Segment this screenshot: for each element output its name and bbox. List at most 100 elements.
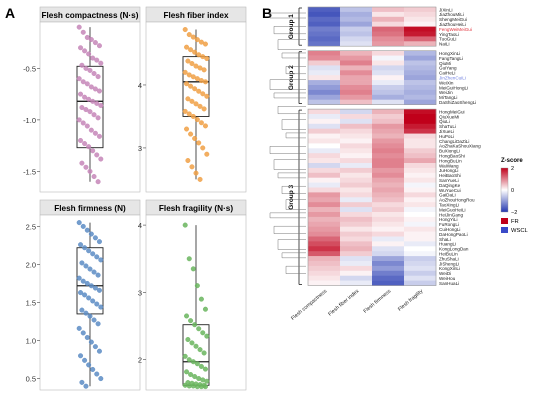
column-label: Flesh compactness bbox=[290, 288, 328, 322]
heatmap-cell bbox=[372, 60, 405, 66]
data-point bbox=[197, 347, 203, 353]
heatmap-cell bbox=[308, 265, 341, 272]
heatmap-cell bbox=[308, 133, 341, 139]
row-label: HeiBaoShi bbox=[439, 173, 461, 178]
data-point bbox=[189, 61, 195, 67]
column-label: Flesh fragility bbox=[397, 288, 425, 312]
y-tick-label: -1.5 bbox=[23, 167, 36, 176]
data-point bbox=[202, 366, 208, 372]
legend-title: Z-score bbox=[501, 158, 523, 164]
dendrogram-branch bbox=[277, 106, 306, 115]
boxplot-compactness: Flesh compactness (N·s) -1.5 -1.0 -0.5 bbox=[23, 6, 141, 193]
heatmap-cell bbox=[372, 192, 405, 198]
heatmap-cell bbox=[404, 138, 437, 144]
heatmap-cell bbox=[372, 41, 405, 47]
data-point bbox=[94, 57, 100, 63]
row-label: QiuMi bbox=[439, 61, 451, 66]
heatmap-cell bbox=[372, 216, 405, 223]
data-point bbox=[84, 335, 90, 341]
heatmap-cell bbox=[372, 70, 405, 76]
heatmap-cell bbox=[340, 114, 373, 120]
data-point bbox=[186, 256, 192, 262]
heatmap-cell bbox=[340, 60, 373, 66]
data-point bbox=[98, 156, 104, 162]
heatmap-cell bbox=[308, 261, 341, 267]
data-point bbox=[197, 65, 203, 71]
heatmap-cell bbox=[404, 31, 437, 37]
heatmap-cell bbox=[308, 143, 341, 149]
data-point bbox=[94, 152, 100, 158]
data-point bbox=[189, 340, 195, 346]
row-label: ShengMeiGui bbox=[439, 17, 467, 22]
data-point bbox=[197, 176, 203, 182]
dendrogram-branch bbox=[269, 12, 306, 19]
row-label: BuXiongLi bbox=[439, 149, 460, 154]
panel-title: Flesh fragility (N·s) bbox=[159, 204, 233, 213]
data-point bbox=[94, 254, 100, 260]
dendrogram-branch bbox=[273, 26, 306, 35]
data-point bbox=[194, 76, 200, 82]
heatmap-cell bbox=[340, 256, 373, 262]
row-label: HongBaoShi bbox=[439, 154, 465, 159]
data-point bbox=[186, 72, 192, 78]
data-point bbox=[91, 317, 97, 323]
row-label: ShaLi bbox=[439, 237, 451, 242]
panel-title: Flesh firmness (N) bbox=[54, 204, 126, 213]
heatmap-cell bbox=[308, 167, 341, 174]
row-label: HeiJinGang bbox=[439, 212, 463, 217]
data-point bbox=[193, 101, 199, 107]
heatmap-cell bbox=[404, 261, 437, 267]
heatmap-cell bbox=[340, 226, 373, 232]
data-point bbox=[202, 384, 208, 390]
data-point bbox=[192, 322, 198, 328]
data-point bbox=[76, 24, 82, 30]
data-point bbox=[182, 382, 188, 388]
row-label: JiaZhouHeiLi bbox=[439, 22, 466, 27]
column-label: Flesh firmness bbox=[363, 288, 393, 315]
row-label: HuangLi bbox=[439, 242, 456, 247]
heatmap-cell bbox=[340, 148, 373, 154]
row-label: MeiGuiHongLi bbox=[439, 85, 468, 90]
row-label: QiuXueMi bbox=[439, 114, 459, 119]
heatmap-cell bbox=[372, 270, 405, 276]
boxplot-firmness: Flesh firmness (N) 0.5 1.0 1.5 2.0 2.5 bbox=[26, 199, 141, 391]
row-label: FangTangLi bbox=[439, 56, 463, 61]
heatmap-cell bbox=[404, 60, 437, 66]
heatmap-cell bbox=[308, 256, 341, 262]
column-label: Flesh fiber index bbox=[327, 288, 360, 317]
data-point bbox=[190, 383, 196, 389]
heatmap-cell bbox=[404, 7, 437, 13]
heatmap-cell bbox=[404, 192, 437, 198]
heatmap-cell bbox=[404, 80, 437, 86]
heatmap-cell bbox=[308, 197, 341, 203]
data-point bbox=[184, 81, 190, 87]
data-point bbox=[96, 287, 102, 293]
heatmap-cell bbox=[404, 143, 437, 149]
data-point bbox=[200, 330, 206, 336]
row-label: KongXinLi bbox=[439, 266, 460, 271]
heatmap-cell bbox=[340, 143, 373, 149]
row-label: WeiHou bbox=[439, 276, 456, 281]
data-point bbox=[86, 248, 92, 254]
heatmap-cell bbox=[372, 148, 405, 154]
heatmap-cell bbox=[308, 89, 341, 96]
heatmap-cell bbox=[404, 163, 437, 169]
heatmap-cell bbox=[340, 153, 373, 159]
heatmap-cell bbox=[404, 212, 437, 218]
heatmap-cell bbox=[372, 158, 405, 164]
row-label: HongMeiGui bbox=[439, 109, 465, 114]
heatmap-cell bbox=[372, 21, 405, 27]
legend-item-label: FR bbox=[511, 219, 519, 225]
heatmap-cell bbox=[340, 65, 373, 71]
heatmap-cell bbox=[404, 270, 437, 276]
heatmap-cell bbox=[404, 158, 437, 164]
heatmap-cell bbox=[340, 31, 373, 37]
row-label: MeiGuoHeiLi bbox=[439, 207, 466, 212]
dendrogram-branch bbox=[285, 132, 306, 139]
row-label: CuiHongLi bbox=[439, 227, 460, 232]
data-point bbox=[94, 301, 100, 307]
heatmap-cell bbox=[372, 138, 405, 144]
data-point bbox=[184, 313, 190, 319]
heatmap-cell bbox=[308, 207, 341, 213]
data-point bbox=[79, 260, 85, 266]
